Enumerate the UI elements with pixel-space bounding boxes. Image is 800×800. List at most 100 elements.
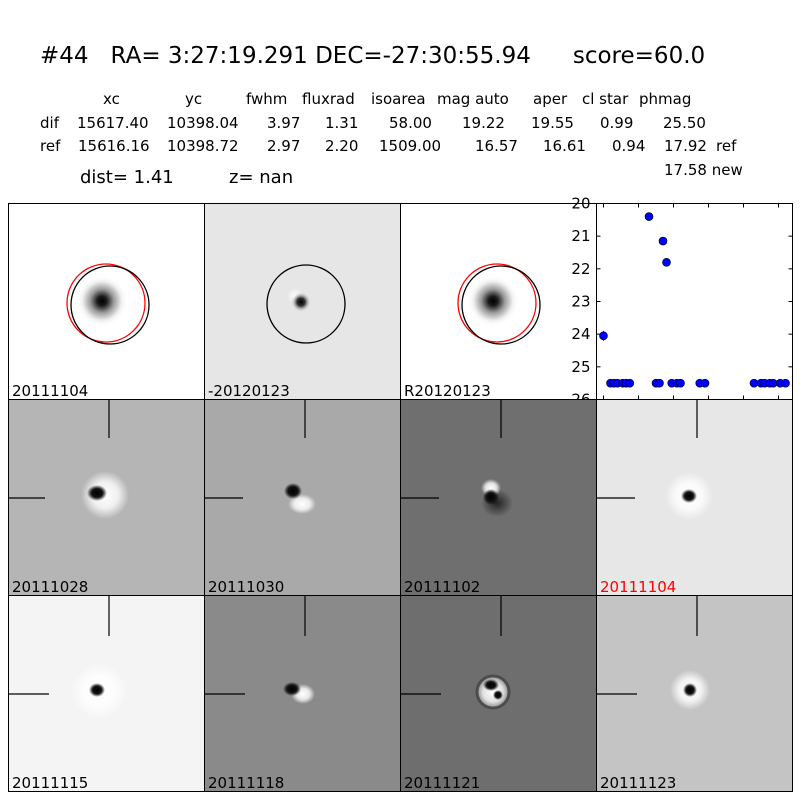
cutout-image — [401, 400, 596, 595]
tile-label: 20111028 — [12, 578, 89, 596]
dif-yc: 10398.04 — [167, 114, 239, 132]
data-point — [599, 331, 608, 341]
page-title: #44 RA= 3:27:19.291 DEC=-27:30:55.94 score… — [40, 40, 705, 72]
col-header-aper: aper — [533, 90, 568, 108]
dif-xc: 15617.40 — [77, 114, 149, 132]
ref-isoarea: 1509.00 — [379, 137, 442, 155]
cutout-image — [205, 400, 400, 595]
row-label-ref: ref — [40, 137, 61, 155]
ref-mag-auto: 16.57 — [475, 137, 518, 155]
ref-aper: 16.61 — [543, 137, 586, 155]
ref-aperture-circle — [457, 263, 537, 343]
ref-stamp-image — [66, 263, 150, 345]
data-point — [658, 236, 668, 246]
object-id: #44 — [40, 43, 89, 69]
source-core — [284, 483, 302, 499]
tile-label: 20111121 — [404, 774, 481, 792]
source-core — [483, 489, 499, 505]
cutout-tile: 20111104 — [596, 399, 793, 596]
data-point — [655, 378, 664, 388]
cutout-image — [9, 596, 204, 791]
ref-xc: 15616.16 — [78, 137, 150, 155]
ref-phmag-suffix: ref — [716, 137, 737, 155]
tile-label: 20111030 — [208, 578, 285, 596]
col-header-fluxrad: fluxrad — [302, 90, 355, 108]
tile-label: -20120123 — [208, 382, 290, 400]
ref-fluxrad: 2.20 — [325, 137, 359, 155]
cutout-image — [597, 400, 792, 595]
tile-label: R20120123 — [404, 382, 491, 400]
cutout-tile: 20111121 — [400, 595, 597, 792]
dif-fwhm: 3.97 — [267, 114, 301, 132]
tile-label: 20111102 — [404, 578, 481, 596]
dif-phmag: 25.50 — [663, 114, 706, 132]
source-core — [87, 485, 107, 501]
dist-value: dist= 1.41 — [80, 167, 174, 188]
det-aperture-circle — [266, 264, 346, 344]
col-header-mag-auto: mag auto — [437, 90, 509, 108]
col-header-xc: xc — [103, 90, 120, 108]
col-header-phmag: phmag — [639, 90, 692, 108]
tile-label: 20111115 — [12, 774, 89, 792]
source-core-2 — [493, 690, 503, 700]
col-header-isoarea: isoarea — [371, 90, 426, 108]
cutout-tile: 20111028 — [8, 399, 205, 596]
ref-aperture-circle — [66, 263, 146, 343]
y-tick-label: 22 — [571, 260, 590, 278]
dif-mag-auto: 19.22 — [462, 114, 505, 132]
y-tick-label: 25 — [571, 358, 590, 376]
tile-label: 20111123 — [600, 774, 677, 792]
source-core — [683, 683, 697, 697]
z-value: z= nan — [229, 167, 294, 188]
coordinates: RA= 3:27:19.291 DEC=-27:30:55.94 — [110, 43, 531, 69]
cutout-tile: 20111102 — [400, 399, 597, 596]
y-tick-label: 21 — [571, 227, 590, 245]
tile-label: 20111104 — [600, 578, 677, 596]
cutout-image — [205, 596, 400, 791]
diff-stamp-image — [205, 204, 400, 399]
col-header-yc: yc — [185, 90, 203, 108]
cutout-tile: 20111115 — [8, 595, 205, 792]
ref-stamp-image — [457, 263, 541, 345]
col-header-fwhm: fwhm — [246, 90, 288, 108]
light-curve-plot: 20212223242526 020406080100 — [571, 196, 793, 421]
det-aperture-circle — [70, 265, 150, 345]
ref-stamp-tile: R20120123 — [400, 203, 597, 400]
data-point — [676, 378, 685, 388]
data-points — [599, 212, 790, 388]
row-label-dif: dif — [40, 114, 59, 132]
cutout-tile: 20111123 — [596, 595, 793, 792]
source-blob — [467, 275, 519, 327]
ref-fwhm: 2.97 — [267, 137, 301, 155]
dif-cl-star: 0.99 — [600, 114, 634, 132]
cutout-tile: 20111118 — [204, 595, 401, 792]
residual-dark — [291, 292, 311, 312]
cutout-tile: 20111030 — [204, 399, 401, 596]
y-tick-label: 20 — [571, 196, 590, 213]
col-header-cl-star: cl star — [582, 90, 629, 108]
tile-label: 20111118 — [208, 774, 285, 792]
diff-stamp-tile: -20120123 — [204, 203, 401, 400]
source-ring — [475, 674, 511, 710]
ref-cl-star: 0.94 — [612, 137, 646, 155]
source-core — [283, 682, 301, 696]
data-point — [644, 212, 654, 221]
new-phmag: 17.58 new — [664, 161, 743, 179]
source-core — [483, 679, 499, 691]
cutout-image — [401, 596, 596, 791]
y-tick-label: 24 — [571, 325, 590, 343]
data-point — [781, 378, 790, 388]
data-point — [700, 378, 710, 388]
tile-label: 20111104 — [12, 382, 89, 400]
cutout-image — [9, 400, 204, 595]
ref-yc: 10398.72 — [167, 137, 239, 155]
source-blob — [76, 275, 128, 327]
data-point — [625, 378, 635, 388]
det-aperture-circle — [461, 265, 541, 345]
dif-fluxrad: 1.31 — [325, 114, 359, 132]
score: score=60.0 — [572, 43, 706, 69]
cutout-image — [597, 596, 792, 791]
ref-phmag: 17.92 — [664, 137, 707, 155]
data-point — [662, 258, 671, 267]
dif-aper: 19.55 — [531, 114, 574, 132]
